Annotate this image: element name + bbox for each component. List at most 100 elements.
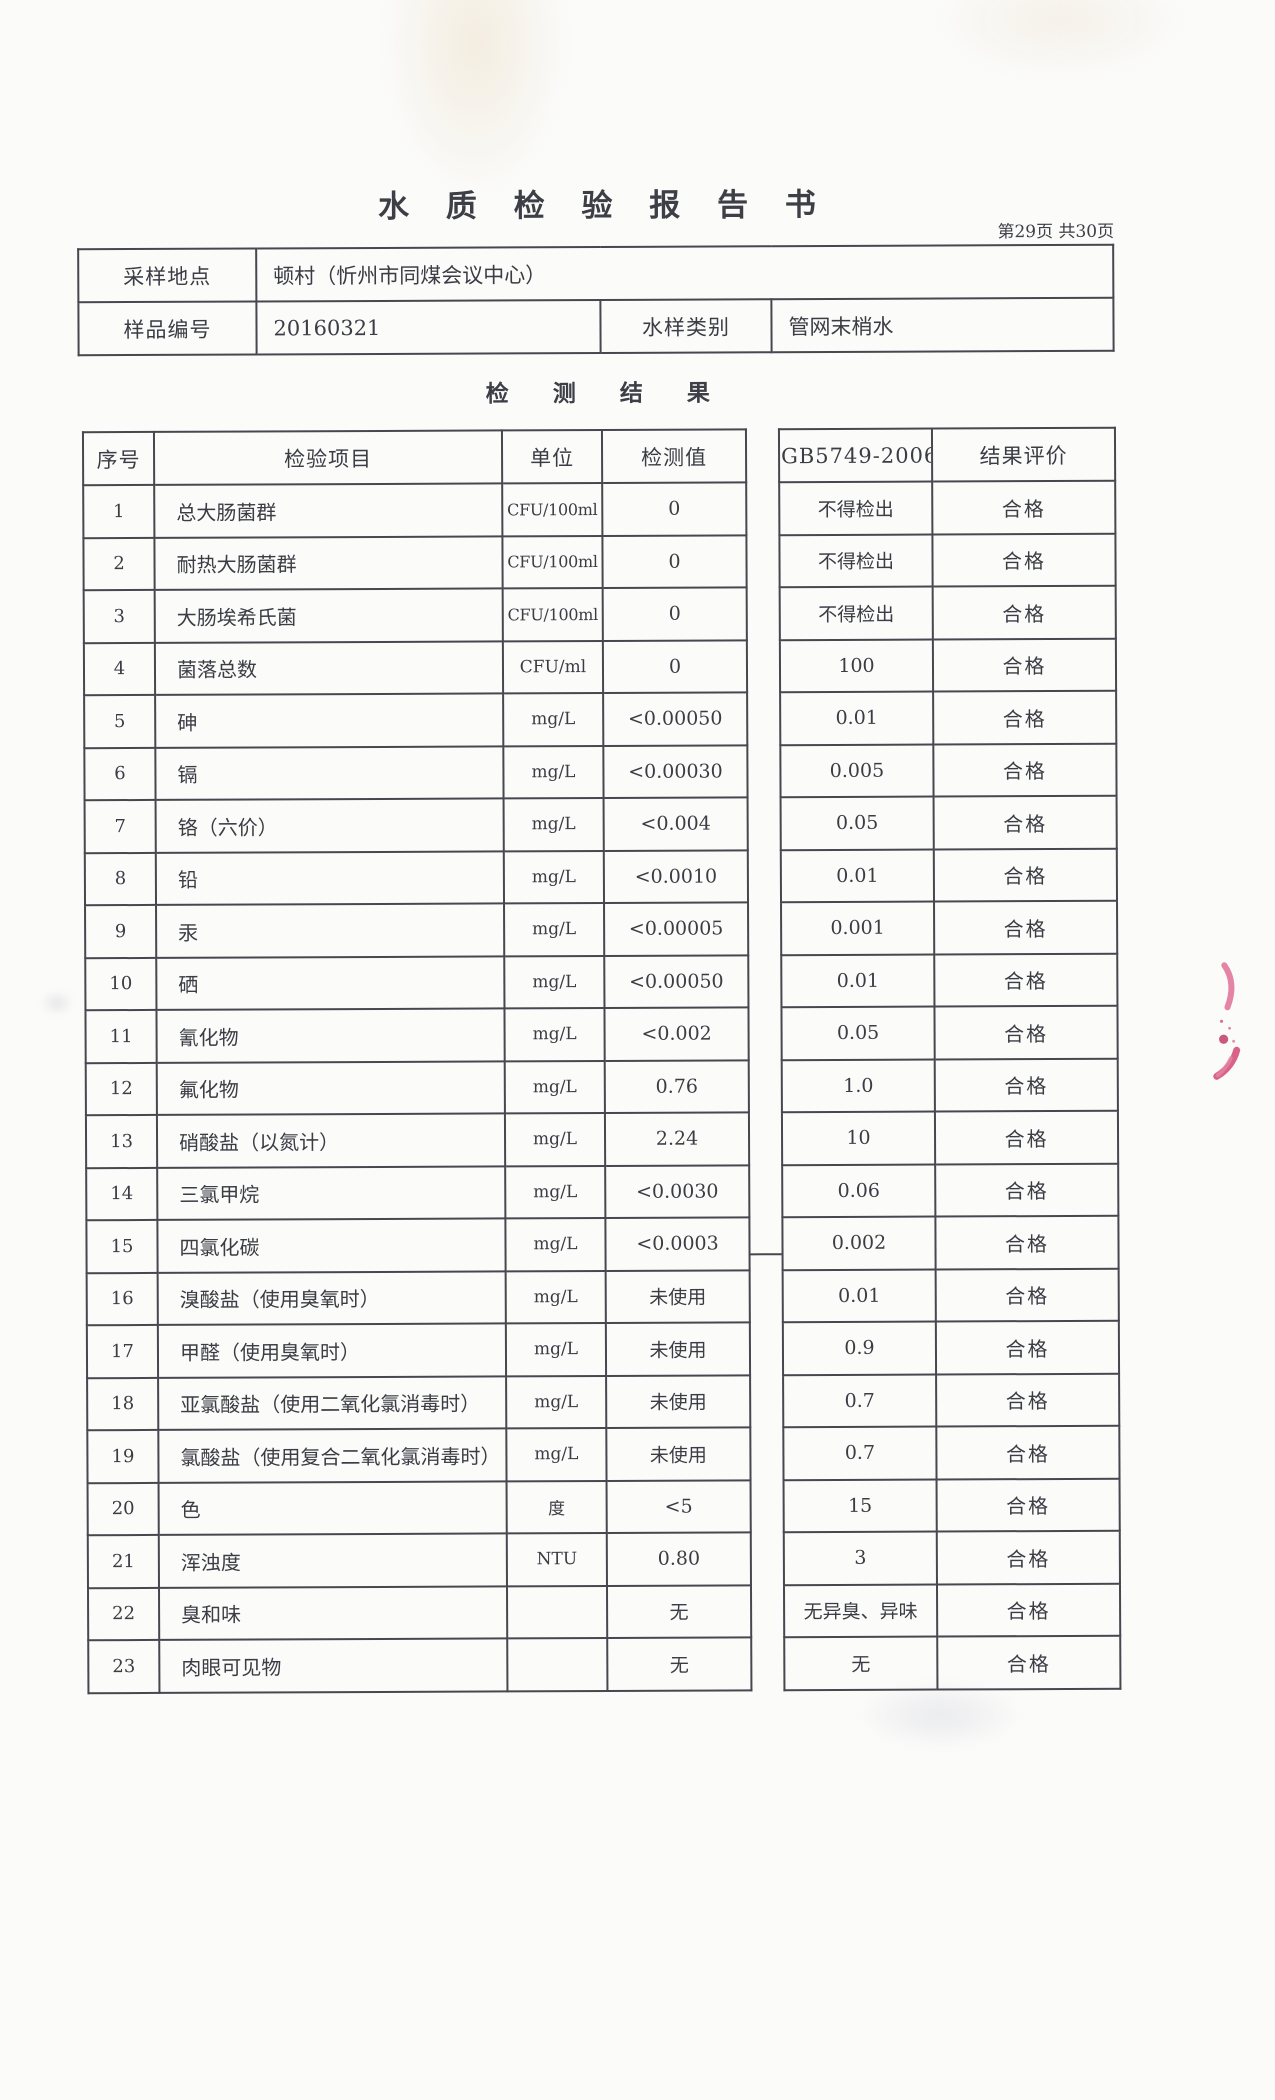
cell-value: 0.76 <box>604 1059 749 1113</box>
cell-item: 总大肠菌群 <box>154 483 503 538</box>
cell-evaluation: 合格 <box>935 1163 1119 1217</box>
cell-standard: 10 <box>781 1111 936 1165</box>
results-header-row: 序号 检验项目 单位 检测值 <box>82 429 747 486</box>
water-type-label: 水样类别 <box>600 299 772 353</box>
cell-evaluation: 合格 <box>932 533 1116 587</box>
cell-unit: mg/L <box>504 1060 605 1114</box>
result-row: 5 砷 mg/L <0.00050 <box>84 692 748 748</box>
cell-evaluation: 合格 <box>934 1058 1118 1112</box>
cell-item: 硝酸盐（以氮计） <box>156 1113 506 1168</box>
cell-value: <0.0003 <box>605 1217 750 1271</box>
cell-value: 0 <box>602 534 747 588</box>
cell-unit: mg/L <box>505 1165 606 1219</box>
cell-item: 氯酸盐（使用复合二氧化氯消毒时） <box>158 1428 507 1483</box>
cell-value: <0.00050 <box>604 954 749 1008</box>
cell-evaluation: 合格 <box>932 638 1117 692</box>
cell-no: 15 <box>86 1219 158 1273</box>
result-row-right: 不得检出 合格 <box>779 585 1116 640</box>
result-row: 9 汞 mg/L <0.00005 <box>85 902 749 958</box>
result-row: 15 四氯化碳 mg/L <0.0003 <box>86 1217 750 1273</box>
cell-no: 9 <box>85 904 157 958</box>
result-row: 8 铅 mg/L <0.0010 <box>84 849 749 906</box>
cell-value: 0.80 <box>606 1532 751 1586</box>
cell-no: 10 <box>85 957 157 1011</box>
cell-item: 铬（六价） <box>155 798 504 853</box>
result-row: 10 硒 mg/L <0.00050 <box>85 954 749 1011</box>
cell-standard: 0.01 <box>780 691 934 745</box>
cell-no: 19 <box>87 1429 159 1483</box>
cell-unit: mg/L <box>504 902 605 956</box>
cell-value: 未使用 <box>605 1322 751 1376</box>
result-row: 2 耐热大肠菌群 CFU/100ml 0 <box>83 534 747 591</box>
cell-unit: mg/L <box>503 797 604 851</box>
cell-standard: 0.05 <box>781 1006 935 1060</box>
cell-standard: 1.0 <box>781 1059 935 1113</box>
sample-number-value: 20160321 <box>256 299 601 355</box>
cell-value: 无 <box>606 1584 752 1638</box>
cell-standard: 0.01 <box>781 954 935 1008</box>
cell-standard: 0.005 <box>780 744 934 798</box>
result-row-right: 15 合格 <box>783 1478 1120 1533</box>
cell-unit: CFU/100ml <box>502 482 603 536</box>
result-row: 11 氰化物 mg/L <0.002 <box>85 1007 749 1063</box>
cell-value: <0.00050 <box>603 692 748 746</box>
cell-standard: 0.001 <box>781 901 935 955</box>
cell-value: 0 <box>602 482 747 536</box>
result-row: 21 浑浊度 NTU 0.80 <box>87 1532 751 1588</box>
cell-unit: CFU/ml <box>502 640 604 694</box>
cell-value: 未使用 <box>606 1427 751 1481</box>
cell-item: 镉 <box>155 745 504 800</box>
cell-evaluation: 合格 <box>936 1373 1120 1427</box>
cell-no: 23 <box>88 1639 160 1693</box>
cell-value: <0.004 <box>603 797 748 851</box>
result-row-right: 0.001 合格 <box>781 900 1118 955</box>
cell-standard: 不得检出 <box>779 534 933 588</box>
cell-item: 肉眼可见物 <box>159 1638 508 1693</box>
cell-item: 色 <box>158 1480 507 1535</box>
cell-item: 亚氯酸盐（使用二氧化氯消毒时） <box>158 1375 507 1430</box>
result-row: 14 三氯甲烷 mg/L <0.0030 <box>86 1164 750 1221</box>
cell-value: 未使用 <box>605 1269 750 1323</box>
cell-unit: mg/L <box>505 1270 606 1324</box>
cell-evaluation: 合格 <box>933 743 1117 797</box>
cell-evaluation: 合格 <box>934 900 1118 955</box>
result-row: 6 镉 mg/L <0.00030 <box>84 744 748 801</box>
result-row: 7 铬（六价） mg/L <0.004 <box>84 797 748 853</box>
cell-value: <0.00005 <box>604 902 749 956</box>
cell-standard: 0.7 <box>783 1374 937 1428</box>
sample-info-row-location: 采样地点 顿村（忻州市同煤会议中心） <box>78 244 1114 303</box>
cell-unit: mg/L <box>504 1112 606 1166</box>
result-row: 18 亚氯酸盐（使用二氧化氯消毒时） mg/L 未使用 <box>87 1374 751 1431</box>
cell-standard: 0.9 <box>782 1321 937 1375</box>
result-row-right: 0.005 合格 <box>780 743 1117 798</box>
cell-item: 四氯化碳 <box>157 1218 506 1273</box>
cell-unit: 度 <box>506 1480 607 1534</box>
sample-number-label: 样品编号 <box>78 301 257 356</box>
result-row-right: 无异臭、异味 合格 <box>783 1583 1121 1638</box>
result-row-right: 无合格 <box>784 1635 1121 1690</box>
cell-value: <0.00030 <box>603 744 748 798</box>
result-row-right: 100 合格 <box>779 638 1117 693</box>
cell-standard: 无 <box>784 1636 938 1690</box>
cell-item: 汞 <box>156 903 505 958</box>
cell-standard: 不得检出 <box>779 586 933 640</box>
result-row-right: 0.01 合格 <box>780 690 1117 745</box>
sampling-location-label: 采样地点 <box>78 248 257 303</box>
result-row-right: 0.7 合格 <box>783 1373 1120 1428</box>
cell-no: 18 <box>87 1377 159 1431</box>
cell-evaluation: 合格 <box>934 1005 1118 1060</box>
cell-standard: 3 <box>783 1531 937 1585</box>
cell-item: 甲醛（使用臭氧时） <box>157 1323 507 1378</box>
result-row: 23 肉眼可见物 无 <box>88 1637 752 1693</box>
cell-unit: NTU <box>506 1532 607 1586</box>
cell-item: 大肠埃希氏菌 <box>154 588 503 643</box>
cell-unit: mg/L <box>503 745 604 799</box>
cell-standard: 0.002 <box>782 1216 936 1270</box>
result-row: 22 臭和味 无 <box>87 1584 752 1641</box>
cell-item: 三氯甲烷 <box>157 1165 506 1220</box>
cell-unit <box>506 1585 608 1639</box>
cell-no: 3 <box>83 589 155 643</box>
result-row-right: 不得检出 合格 <box>779 480 1116 535</box>
header-unit: 单位 <box>501 429 603 484</box>
cell-standard: 0.01 <box>780 849 935 903</box>
